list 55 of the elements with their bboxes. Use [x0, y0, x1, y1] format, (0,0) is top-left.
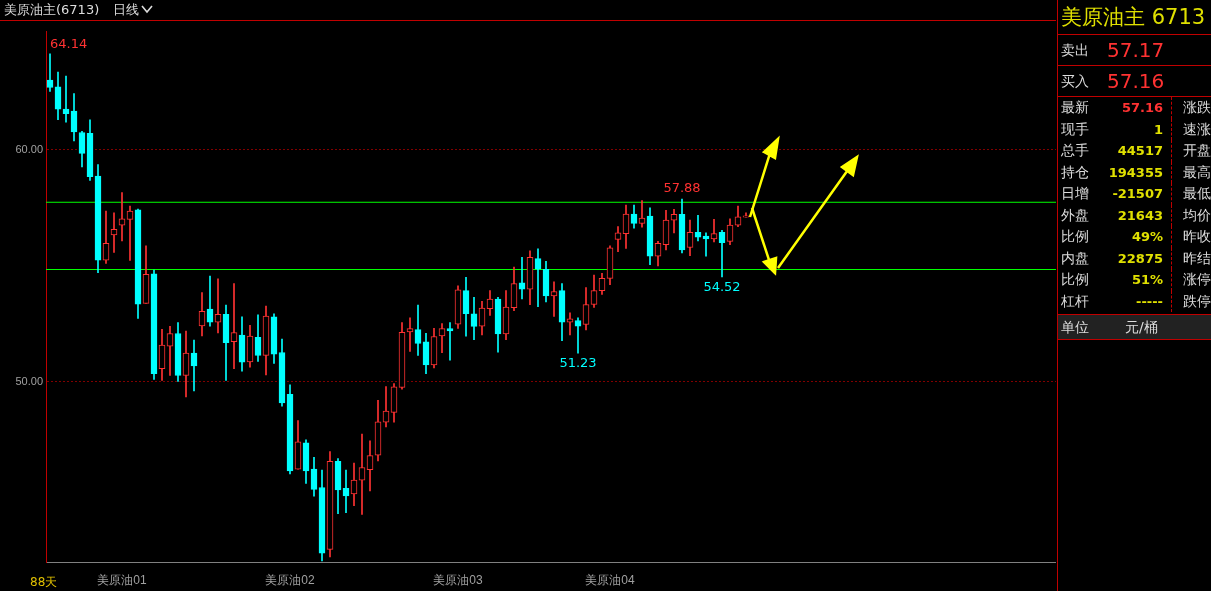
text: -21507	[1111, 185, 1163, 203]
text: 最低	[1171, 183, 1211, 205]
x-tick-label: 美原油03	[433, 573, 483, 588]
text: 外盘	[1060, 205, 1090, 225]
text: 买入	[1060, 72, 1090, 91]
text: 最高	[1171, 161, 1211, 183]
x-tick-label: 美原油04	[585, 573, 635, 588]
y-tick-label: 60.00	[15, 142, 43, 155]
chart-subtitle: 日线	[113, 2, 140, 17]
text: 昨结	[1171, 247, 1211, 269]
text: -----	[1135, 292, 1163, 311]
text: 194355	[1107, 163, 1163, 182]
annotation: 51.23	[559, 355, 597, 371]
text: 51%	[1130, 271, 1163, 289]
chart-title: 美原油主(6713)	[4, 2, 100, 17]
text: 1	[1152, 120, 1163, 139]
text: 持仓	[1060, 162, 1090, 182]
text: 速涨	[1171, 118, 1211, 140]
candlestick	[358, 433, 366, 515]
text: 49%	[1130, 228, 1163, 246]
annotation: 54.52	[703, 278, 741, 294]
text: 总手	[1060, 141, 1090, 160]
text: 44517	[1116, 142, 1163, 160]
text: 涨跌	[1171, 97, 1211, 119]
text: 卖出	[1060, 41, 1090, 60]
text: 杠杆	[1060, 291, 1090, 311]
text: 开盘	[1171, 140, 1211, 162]
x-tick-label: 美原油01	[97, 573, 147, 588]
text: 跌停	[1171, 290, 1211, 312]
text: 昨收	[1171, 226, 1211, 248]
text: 57.16	[1107, 68, 1165, 95]
candlestick	[518, 257, 526, 300]
text: 最新	[1060, 98, 1090, 117]
text: 美原油主 6713	[1058, 0, 1211, 35]
candlestick	[118, 192, 126, 242]
text: 日增	[1060, 184, 1090, 203]
text: 21643	[1116, 206, 1163, 225]
text: 现手	[1060, 119, 1090, 139]
text: 比例	[1060, 270, 1090, 289]
text: 均价	[1171, 204, 1211, 226]
candlestick	[534, 248, 542, 307]
text: 单位	[1060, 318, 1090, 337]
annotation: 64.14	[50, 36, 88, 51]
annotation: 57.88	[663, 179, 701, 195]
text: 57.16	[1120, 99, 1163, 117]
text: 57.17	[1107, 37, 1165, 64]
text: 内盘	[1060, 248, 1090, 268]
text: 88天	[30, 574, 58, 591]
y-tick-label: 50.00	[15, 374, 43, 387]
text: 涨停	[1171, 269, 1211, 291]
text: 比例	[1060, 227, 1090, 246]
text: 元/桶	[1125, 318, 1158, 337]
text: 22875	[1116, 249, 1163, 268]
x-tick-label: 美原油02	[265, 573, 315, 588]
candlestick	[694, 214, 702, 242]
